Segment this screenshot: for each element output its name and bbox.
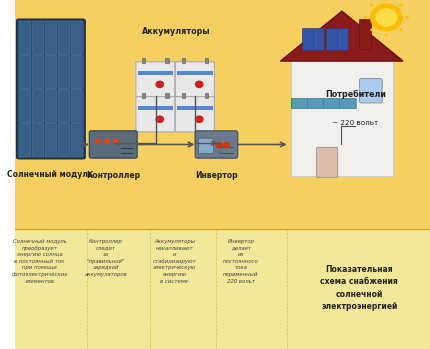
Text: Потребители: Потребители — [325, 90, 386, 99]
Circle shape — [104, 139, 109, 143]
FancyBboxPatch shape — [316, 147, 338, 177]
FancyBboxPatch shape — [302, 29, 324, 50]
FancyBboxPatch shape — [175, 62, 215, 97]
FancyBboxPatch shape — [142, 58, 145, 63]
FancyBboxPatch shape — [205, 93, 208, 98]
Circle shape — [114, 139, 118, 143]
FancyBboxPatch shape — [71, 90, 82, 122]
FancyBboxPatch shape — [71, 22, 82, 54]
FancyBboxPatch shape — [19, 124, 31, 156]
FancyBboxPatch shape — [32, 90, 43, 122]
FancyBboxPatch shape — [181, 93, 185, 98]
FancyBboxPatch shape — [177, 106, 213, 110]
FancyBboxPatch shape — [291, 59, 393, 176]
Text: Инвертор
делает
из
постоянного
тока
переменный
220 вольт: Инвертор делает из постоянного тока пере… — [223, 239, 259, 284]
Polygon shape — [280, 11, 403, 61]
FancyBboxPatch shape — [58, 22, 69, 54]
FancyBboxPatch shape — [166, 93, 169, 98]
FancyBboxPatch shape — [142, 93, 145, 98]
Polygon shape — [15, 0, 430, 229]
FancyBboxPatch shape — [195, 131, 238, 158]
FancyBboxPatch shape — [19, 22, 31, 54]
FancyBboxPatch shape — [45, 55, 56, 88]
FancyBboxPatch shape — [359, 19, 371, 49]
Text: Показательная
схема снабжения
солнечной
электроэнергией: Показательная схема снабжения солнечной … — [320, 265, 398, 311]
Text: Солнечный модуль
преобразует
энергию солнца
в постоянный ток
при помощи
фотоэлек: Солнечный модуль преобразует энергию сол… — [11, 239, 68, 284]
Circle shape — [156, 81, 163, 88]
FancyBboxPatch shape — [177, 71, 213, 75]
Circle shape — [196, 81, 203, 88]
Text: Солнечный модуль: Солнечный модуль — [7, 170, 93, 179]
Text: Аккумуляторы: Аккумуляторы — [142, 27, 211, 36]
Circle shape — [156, 116, 163, 122]
Circle shape — [196, 116, 203, 122]
FancyBboxPatch shape — [45, 124, 56, 156]
FancyBboxPatch shape — [326, 29, 348, 50]
FancyBboxPatch shape — [19, 90, 31, 122]
FancyBboxPatch shape — [199, 138, 214, 154]
FancyBboxPatch shape — [19, 55, 31, 88]
Polygon shape — [15, 229, 430, 349]
FancyBboxPatch shape — [58, 55, 69, 88]
FancyBboxPatch shape — [17, 19, 85, 159]
FancyBboxPatch shape — [136, 62, 175, 97]
FancyBboxPatch shape — [166, 58, 169, 63]
FancyBboxPatch shape — [71, 55, 82, 88]
FancyBboxPatch shape — [32, 22, 43, 54]
FancyBboxPatch shape — [359, 79, 382, 103]
Circle shape — [216, 143, 222, 148]
FancyBboxPatch shape — [138, 106, 173, 110]
FancyBboxPatch shape — [138, 71, 173, 75]
FancyBboxPatch shape — [71, 124, 82, 156]
FancyBboxPatch shape — [58, 124, 69, 156]
Text: Контроллер: Контроллер — [86, 171, 141, 180]
FancyBboxPatch shape — [58, 90, 69, 122]
Text: Аккумуляторы
накапливают
и
стабилизируют
электрическую
энергию
в системе: Аккумуляторы накапливают и стабилизируют… — [153, 239, 197, 284]
Circle shape — [371, 4, 402, 31]
Circle shape — [95, 139, 100, 143]
FancyBboxPatch shape — [89, 131, 137, 158]
FancyBboxPatch shape — [32, 55, 43, 88]
Text: Инвертор: Инвертор — [195, 171, 238, 180]
FancyBboxPatch shape — [45, 22, 56, 54]
Text: ~ 220 вольт: ~ 220 вольт — [332, 120, 378, 126]
FancyBboxPatch shape — [181, 58, 185, 63]
Text: Контроллер
следит
за
"правильной"
зарядкой
аккумуляторов: Контроллер следит за "правильной" зарядк… — [85, 239, 127, 277]
FancyBboxPatch shape — [32, 124, 43, 156]
FancyBboxPatch shape — [205, 58, 208, 63]
FancyBboxPatch shape — [136, 97, 175, 132]
Circle shape — [224, 143, 229, 148]
FancyBboxPatch shape — [45, 90, 56, 122]
Circle shape — [376, 9, 397, 26]
FancyBboxPatch shape — [175, 97, 215, 132]
FancyBboxPatch shape — [291, 98, 355, 108]
